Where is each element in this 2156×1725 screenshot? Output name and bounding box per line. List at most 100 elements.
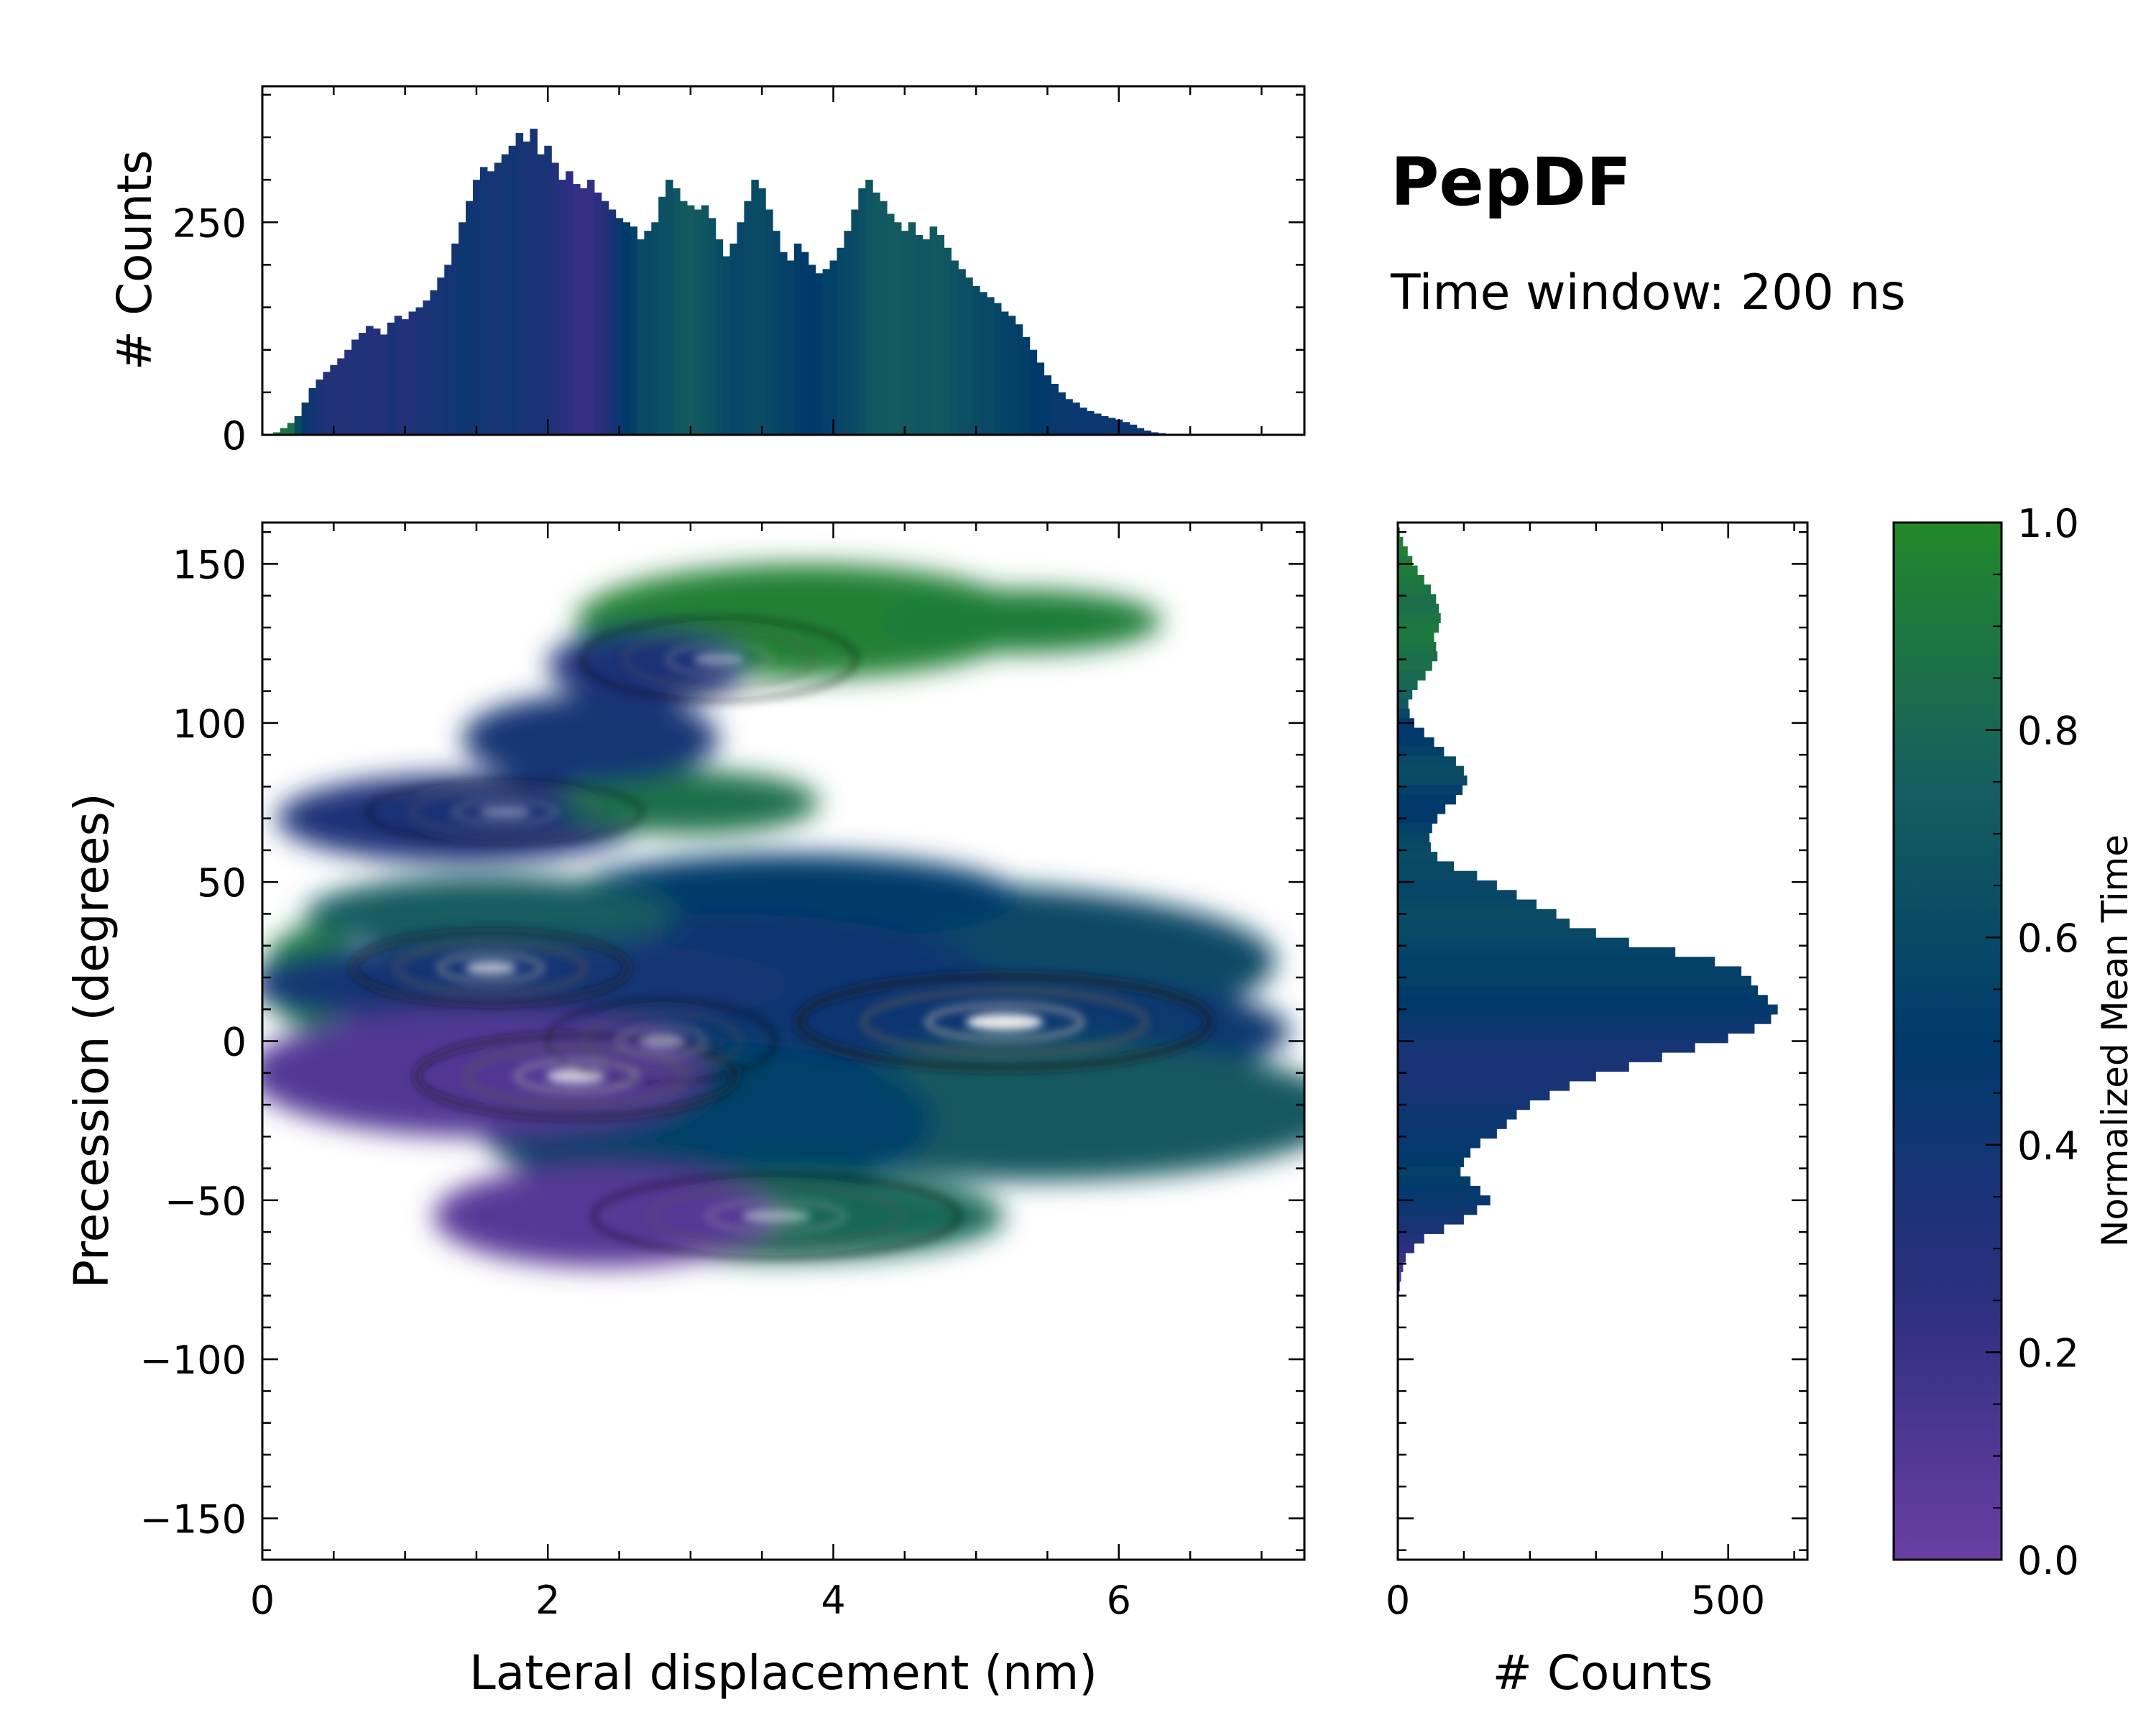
right-histogram-bar xyxy=(1398,1243,1414,1254)
colorbar-gradient xyxy=(1892,521,2003,1561)
right-histogram-bar xyxy=(1398,737,1434,748)
right-histogram-bar xyxy=(1398,823,1432,834)
density-contour xyxy=(648,1185,904,1246)
top-histogram-bar xyxy=(573,184,581,435)
top-histogram-bars xyxy=(272,129,1166,435)
top-histogram-bar xyxy=(301,402,310,435)
top-histogram-bar xyxy=(858,188,866,435)
right-histogram-bar xyxy=(1398,908,1557,919)
top-histogram-bar xyxy=(1143,431,1152,435)
right-histogram-bar xyxy=(1398,765,1464,776)
colorbar-tick-label: 0.4 xyxy=(2017,1123,2079,1169)
right-histogram-bar xyxy=(1398,1052,1662,1062)
top-histogram-bar xyxy=(401,319,410,435)
right-histogram-bar xyxy=(1398,785,1463,796)
right-histogram-bar xyxy=(1398,536,1404,547)
top-histogram-bar xyxy=(501,154,510,435)
top-histogram-bar xyxy=(551,162,559,435)
y-tick-label: 50 xyxy=(197,860,247,906)
density-contour xyxy=(705,1198,847,1234)
top-histogram-bar xyxy=(472,180,481,435)
right-histogram-bar xyxy=(1398,947,1676,957)
density-contour xyxy=(451,798,559,826)
top-histogram-bar xyxy=(686,205,695,435)
heatmap-region xyxy=(462,694,719,783)
right-histogram-xlabel: # Counts xyxy=(1493,1645,1713,1701)
right-histogram-bar xyxy=(1398,804,1446,814)
top-histogram-bar xyxy=(958,269,966,435)
top-histogram-bar xyxy=(1044,375,1052,435)
top-histogram-bar xyxy=(701,205,709,435)
top-histogram-bar xyxy=(1087,410,1095,435)
right-histogram-bar xyxy=(1398,1262,1404,1273)
top-histogram-bar xyxy=(900,231,909,435)
top-histogram-bar xyxy=(679,201,688,435)
main-heatmap-plot-area xyxy=(262,564,1304,1267)
colorbar-tick-label: 0.0 xyxy=(2017,1538,2079,1583)
top-histogram-bar xyxy=(1036,362,1045,435)
colorbar-tick-label: 1.0 xyxy=(2017,501,2079,546)
density-contour xyxy=(351,930,630,1006)
top-histogram-bar xyxy=(579,188,588,435)
top-histogram-bar xyxy=(993,303,1002,435)
top-histogram-bar xyxy=(594,192,602,435)
top-histogram-bar xyxy=(308,387,317,435)
top-histogram-bar xyxy=(537,154,545,435)
density-contour xyxy=(591,1173,962,1259)
top-histogram-bar xyxy=(337,358,345,435)
top-histogram-bar xyxy=(1058,392,1066,435)
right-histogram-bar xyxy=(1398,670,1426,681)
top-histogram-bar xyxy=(379,334,388,435)
top-histogram-bar xyxy=(851,209,859,435)
colorbar: 0.0 0.2 0.4 0.6 0.8 1.0 Normalized Mean Time xyxy=(1892,501,2136,1583)
top-histogram-bar xyxy=(1051,384,1059,435)
top-histogram-bar xyxy=(936,235,945,435)
top-histogram-bar xyxy=(965,277,973,435)
top-histogram-bar xyxy=(765,209,773,435)
top-histogram-bar xyxy=(366,326,374,435)
density-contour xyxy=(514,1058,639,1094)
density-contour xyxy=(581,1011,743,1072)
top-histogram-bar xyxy=(479,167,488,435)
top-histogram-ticks: 0 250 xyxy=(172,86,1304,459)
top-histogram-bar xyxy=(315,380,324,435)
right-histogram-bar xyxy=(1398,985,1759,995)
right-x-tick-label: 0 xyxy=(1386,1578,1410,1623)
top-histogram-bar xyxy=(1008,316,1016,435)
right-histogram-bar xyxy=(1398,546,1408,557)
top-histogram-bar xyxy=(387,322,395,435)
density-contour xyxy=(861,988,1148,1056)
density-contour xyxy=(408,788,602,836)
right-histogram-bar xyxy=(1398,1176,1471,1187)
density-contour xyxy=(365,779,645,845)
top-histogram-bar xyxy=(494,162,502,435)
density-contour xyxy=(617,1024,707,1059)
right-histogram-bar xyxy=(1398,1071,1596,1082)
right-histogram-bar xyxy=(1398,680,1418,690)
top-histogram: 0 250 # Counts xyxy=(107,85,1306,459)
top-histogram-bar xyxy=(487,171,495,435)
right-histogram-bar xyxy=(1398,1214,1464,1225)
top-histogram-bar xyxy=(351,339,359,435)
density-contour xyxy=(437,952,545,984)
top-histogram-frame xyxy=(261,85,1306,436)
top-histogram-bar xyxy=(951,260,959,435)
figure-title: PepDF xyxy=(1391,144,1631,221)
right-histogram-bar xyxy=(1398,756,1456,767)
y-tick-label: −100 xyxy=(140,1338,247,1383)
density-contour xyxy=(394,941,587,995)
top-histogram-bar xyxy=(508,145,517,435)
right-histogram-bar xyxy=(1398,899,1537,910)
top-histogram-bar xyxy=(751,180,759,435)
right-histogram-bar xyxy=(1398,565,1418,576)
top-histogram-bar xyxy=(359,333,367,435)
right-histogram-bar xyxy=(1398,775,1468,786)
density-peak xyxy=(479,806,531,818)
density-contour xyxy=(414,1033,739,1119)
right-histogram-bar xyxy=(1398,1233,1424,1244)
density-peak xyxy=(966,1013,1044,1031)
right-histogram-bar xyxy=(1398,1024,1755,1034)
main-heatmap-ticks: 0 2 4 6 150 100 50 0 −50 −100 −150 xyxy=(140,523,1304,1623)
top-histogram-bar xyxy=(1065,399,1073,435)
top-histogram-bar xyxy=(908,222,916,435)
